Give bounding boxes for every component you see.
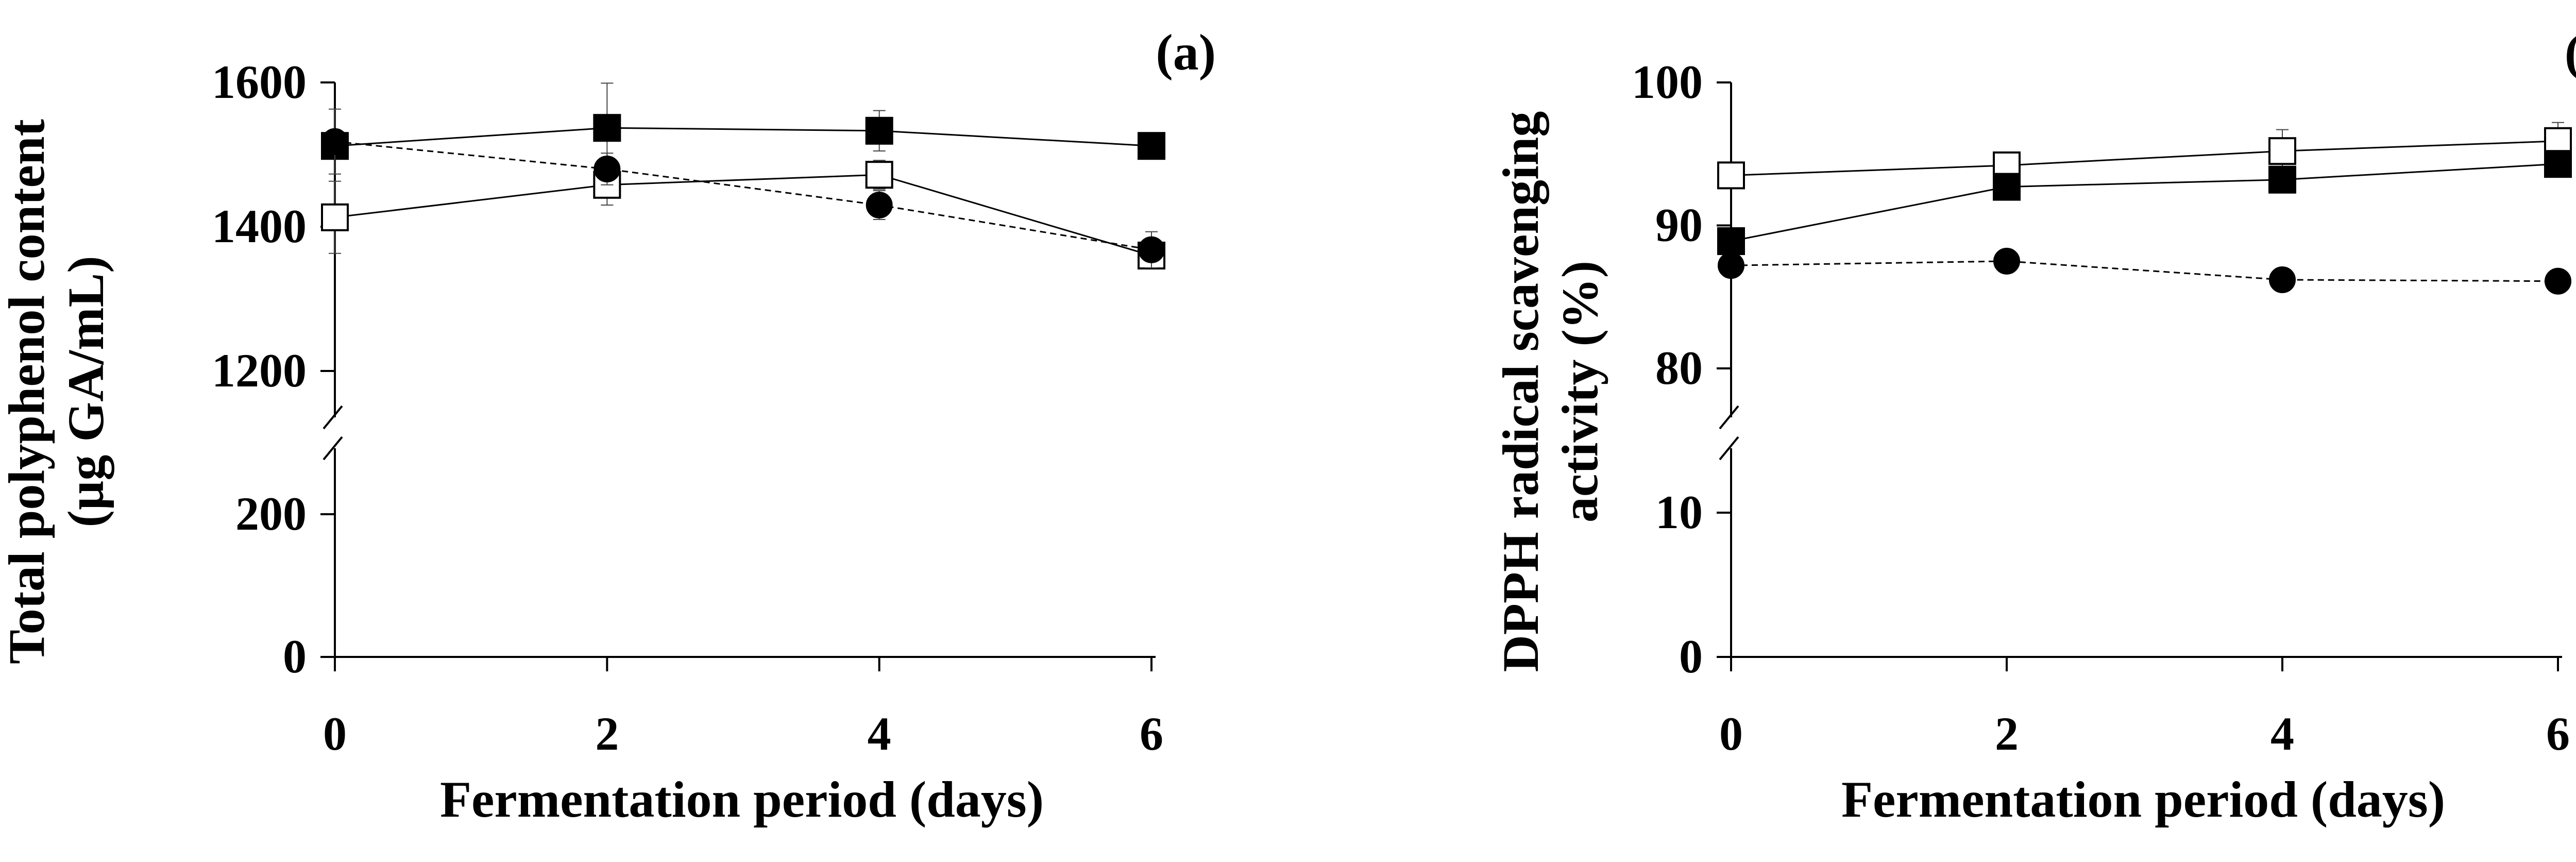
axis-break-mark [323, 436, 343, 461]
y-axis-title-line1: DPPH radical scavenging [1492, 111, 1549, 672]
y-tick-label: 0 [1679, 630, 1703, 683]
series-1-line [1731, 140, 2558, 176]
y-tick-label: 1200 [212, 344, 307, 397]
series-3-line [334, 141, 1152, 251]
y-tick-label: 90 [1655, 199, 1703, 251]
x-axis-title: Fermentation period (days) [440, 771, 1044, 828]
y-tick-label: 1400 [212, 200, 307, 252]
x-tick-label: 6 [1140, 707, 1163, 760]
data-point-open-square [865, 161, 893, 189]
x-tick-label: 0 [1719, 707, 1743, 760]
data-point-open-square [2268, 137, 2296, 165]
panel-label: (b) [2565, 24, 2576, 81]
data-point-filled-square [593, 114, 621, 142]
y-tick-label: 80 [1655, 342, 1703, 394]
data-point-filled-circle [2545, 267, 2571, 295]
data-point-filled-square [1138, 132, 1165, 160]
x-tick-label: 2 [595, 707, 619, 760]
series-3-line [1731, 260, 2558, 282]
series-2-line [334, 174, 1152, 257]
y-tick-label: 10 [1655, 486, 1703, 538]
data-point-filled-circle [2269, 266, 2296, 293]
y-axis-title-line2: activity (%) [1551, 261, 1608, 522]
series-2-line [1731, 163, 2558, 242]
x-tick-label: 6 [2546, 707, 2570, 760]
x-tick-label: 0 [323, 707, 347, 760]
y-axis-title-line2: (µg GA/mL) [57, 256, 114, 527]
x-tick-label: 4 [2270, 707, 2294, 760]
y-tick-label: 100 [1632, 56, 1703, 108]
data-point-filled-square [1717, 227, 1745, 256]
data-point-filled-square [1993, 173, 2021, 201]
data-point-filled-circle [866, 192, 893, 218]
y-axis-title-line1: Total polyphenol content [0, 119, 55, 664]
data-point-open-square [1717, 161, 1745, 190]
series-1-line [334, 127, 1152, 147]
data-point-filled-square [865, 116, 893, 145]
data-point-filled-circle [1993, 247, 2020, 275]
axis-break-mark [1719, 436, 1739, 461]
data-point-filled-circle [1718, 252, 1744, 279]
y-tick-label: 200 [235, 487, 307, 540]
y-tick-label: 1600 [212, 56, 307, 108]
data-point-filled-square [2268, 165, 2296, 194]
x-tick-label: 2 [1995, 707, 2019, 760]
data-point-filled-circle [321, 128, 348, 155]
x-axis-title: Fermentation period (days) [1841, 771, 2445, 828]
data-point-filled-circle [594, 156, 621, 182]
axis-break-mark [323, 405, 343, 430]
chart-panel-a: 1600 1400 1200 200 00 2 4 6 Fermentation period … [0, 24, 1216, 828]
y-tick-label: 0 [283, 630, 307, 683]
data-point-open-square [321, 203, 349, 231]
axis-break-mark [1719, 405, 1739, 430]
x-tick-label: 4 [868, 707, 891, 760]
data-point-filled-square [2544, 150, 2572, 178]
data-point-filled-circle [1138, 236, 1165, 263]
panel-label: (a) [1156, 24, 1216, 81]
